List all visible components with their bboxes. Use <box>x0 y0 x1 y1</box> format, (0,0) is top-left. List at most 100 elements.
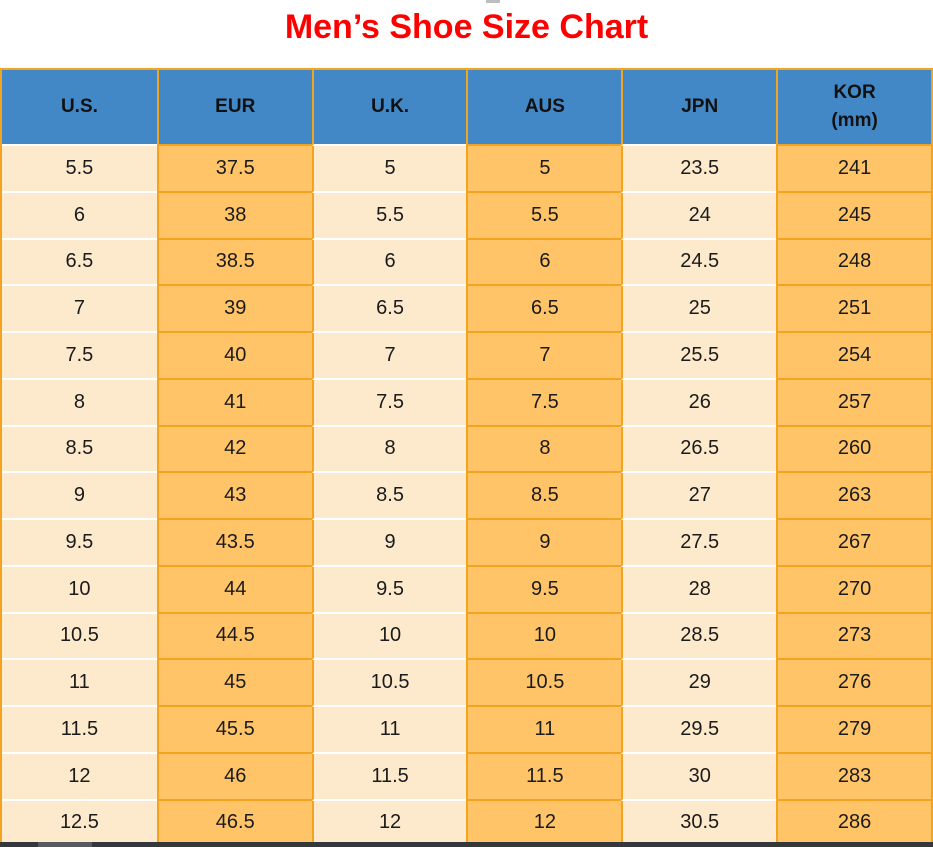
table-cell: 26.5 <box>621 426 777 474</box>
table-row: 10 44 9.5 9.5 28 270 <box>2 566 931 614</box>
table-cell: 245 <box>776 192 931 240</box>
table-cell: 11.5 <box>311 753 467 801</box>
table-cell: 7 <box>466 333 622 380</box>
table-cell: 29 <box>621 660 777 707</box>
table-cell: 241 <box>776 146 931 193</box>
table-cell: 5.5 <box>311 192 467 240</box>
table-cell: 10 <box>2 566 157 614</box>
table-cell: 8.5 <box>311 473 467 520</box>
table-cell: 12 <box>466 800 622 847</box>
table-cell: 6 <box>311 239 467 287</box>
table-cell: 9.5 <box>466 566 622 614</box>
size-table-body: 5.5 37.5 5 5 23.5 241 6 38 5.5 5.5 24 245 6.5 38.5 6 6 2… <box>2 146 931 847</box>
table-cell: 7.5 <box>466 379 622 427</box>
table-cell: 23.5 <box>621 146 777 193</box>
table-cell: 46.5 <box>156 800 312 847</box>
table-cell: 25.5 <box>621 333 777 380</box>
table-cell: 40 <box>156 333 312 380</box>
table-cell: 8 <box>311 426 467 474</box>
table-cell: 279 <box>776 707 931 754</box>
table-cell: 248 <box>776 239 931 287</box>
header-kor-unit: (mm) <box>831 110 878 131</box>
table-row: 8 41 7.5 7.5 26 257 <box>2 379 931 427</box>
table-cell: 43 <box>156 473 312 520</box>
table-cell: 283 <box>776 753 931 801</box>
table-cell: 12.5 <box>2 800 157 847</box>
table-cell: 12 <box>2 753 157 801</box>
table-cell: 41 <box>156 379 312 427</box>
table-cell: 10.5 <box>2 613 157 661</box>
table-cell: 270 <box>776 566 931 614</box>
table-row: 12 46 11.5 11.5 30 283 <box>2 753 931 801</box>
table-cell: 5 <box>466 146 622 193</box>
table-cell: 12 <box>311 800 467 847</box>
table-cell: 45.5 <box>156 707 312 754</box>
table-cell: 263 <box>776 473 931 520</box>
table-row: 9 43 8.5 8.5 27 263 <box>2 473 931 520</box>
table-row: 7 39 6.5 6.5 25 251 <box>2 286 931 333</box>
table-cell: 9.5 <box>311 566 467 614</box>
table-cell: 28.5 <box>621 613 777 661</box>
table-cell: 276 <box>776 660 931 707</box>
table-cell: 10 <box>311 613 467 661</box>
table-cell: 38.5 <box>156 239 312 287</box>
table-cell: 44 <box>156 566 312 614</box>
table-cell: 7.5 <box>311 379 467 427</box>
table-cell: 5 <box>311 146 467 193</box>
table-cell: 286 <box>776 800 931 847</box>
table-row: 12.5 46.5 12 12 30.5 286 <box>2 800 931 847</box>
table-cell: 11.5 <box>2 707 157 754</box>
table-cell: 7.5 <box>2 333 157 380</box>
table-cell: 30 <box>621 753 777 801</box>
header-us: U.S. <box>2 70 157 146</box>
table-cell: 44.5 <box>156 613 312 661</box>
table-row: 11 45 10.5 10.5 29 276 <box>2 660 931 707</box>
table-row: 9.5 43.5 9 9 27.5 267 <box>2 520 931 567</box>
table-cell: 8.5 <box>466 473 622 520</box>
table-cell: 267 <box>776 520 931 567</box>
table-row: 6.5 38.5 6 6 24.5 248 <box>2 239 931 287</box>
table-cell: 5.5 <box>2 146 157 193</box>
table-cell: 37.5 <box>156 146 312 193</box>
scrollbar-thumb[interactable] <box>38 842 92 847</box>
table-cell: 24 <box>621 192 777 240</box>
table-cell: 25 <box>621 286 777 333</box>
header-aus: AUS <box>466 70 622 146</box>
header-uk: U.K. <box>311 70 467 146</box>
table-cell: 273 <box>776 613 931 661</box>
page-title: Men’s Shoe Size Chart <box>284 8 649 46</box>
table-cell: 30.5 <box>621 800 777 847</box>
table-header-row: U.S. EUR U.K. AUS JPN KOR (mm) <box>2 70 931 146</box>
header-jpn: JPN <box>621 70 777 146</box>
table-cell: 39 <box>156 286 312 333</box>
table-cell: 10 <box>466 613 622 661</box>
header-kor: KOR (mm) <box>776 70 931 146</box>
table-cell: 7 <box>311 333 467 380</box>
table-cell: 8 <box>466 426 622 474</box>
table-cell: 257 <box>776 379 931 427</box>
table-cell: 5.5 <box>466 192 622 240</box>
table-cell: 24.5 <box>621 239 777 287</box>
table-cell: 7 <box>2 286 157 333</box>
table-row: 6 38 5.5 5.5 24 245 <box>2 192 931 240</box>
table-cell: 9.5 <box>2 520 157 567</box>
table-cell: 29.5 <box>621 707 777 754</box>
table-cell: 46 <box>156 753 312 801</box>
window-edge-fragment <box>486 0 500 3</box>
table-cell: 8.5 <box>2 426 157 474</box>
table-cell: 251 <box>776 286 931 333</box>
table-cell: 45 <box>156 660 312 707</box>
table-cell: 9 <box>2 473 157 520</box>
horizontal-scrollbar[interactable] <box>0 842 933 847</box>
table-cell: 28 <box>621 566 777 614</box>
table-cell: 6 <box>466 239 622 287</box>
table-cell: 11 <box>2 660 157 707</box>
table-row: 5.5 37.5 5 5 23.5 241 <box>2 146 931 193</box>
table-cell: 9 <box>466 520 622 567</box>
table-row: 8.5 42 8 8 26.5 260 <box>2 426 931 474</box>
table-cell: 27 <box>621 473 777 520</box>
table-cell: 27.5 <box>621 520 777 567</box>
table-cell: 11.5 <box>466 753 622 801</box>
table-cell: 10.5 <box>466 660 622 707</box>
table-cell: 6.5 <box>466 286 622 333</box>
